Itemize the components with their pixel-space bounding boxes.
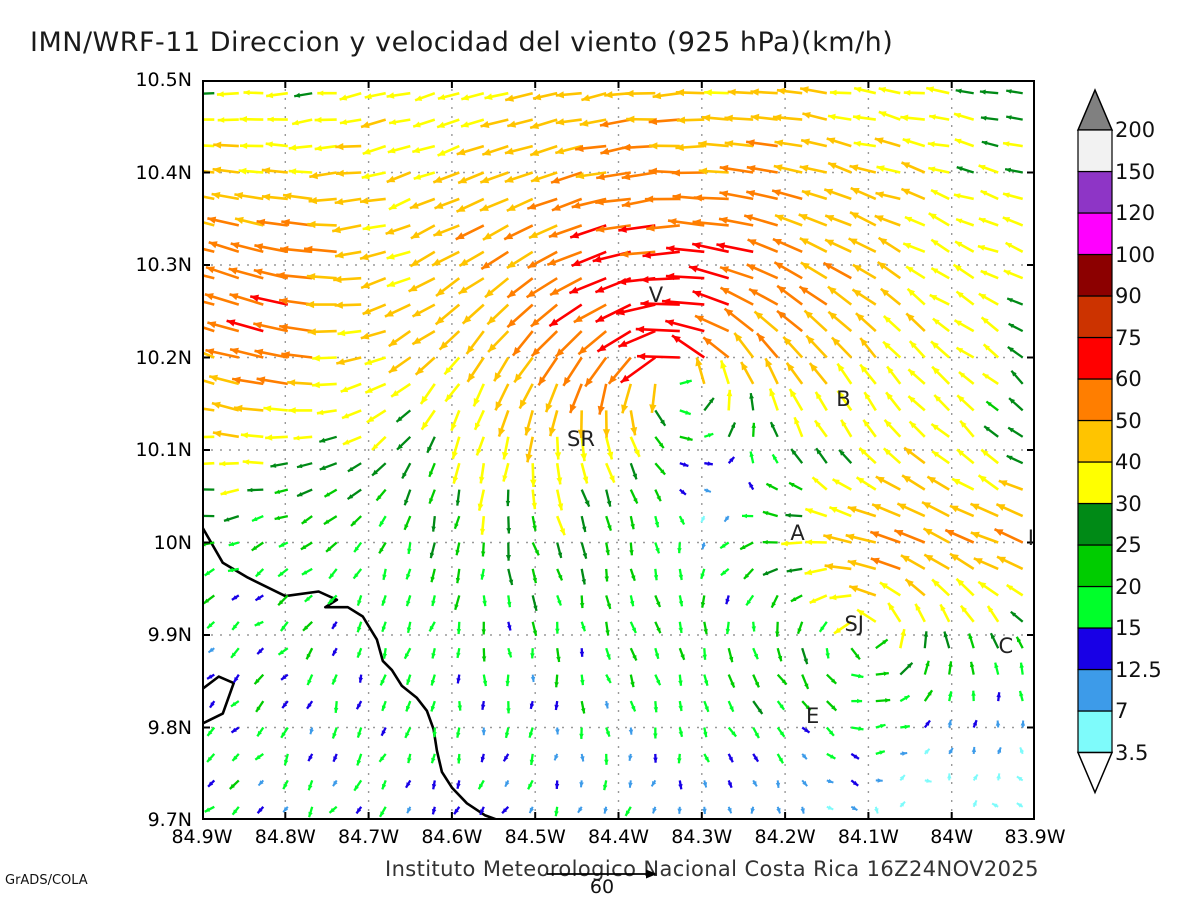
y-tick-label: 10.3N	[135, 254, 192, 276]
colorbar-tick-label: 3.5	[1115, 740, 1149, 765]
x-tick-label: 84.9W	[171, 826, 233, 848]
x-tick-label: 84.7W	[338, 826, 400, 848]
y-tick-label: 9.8N	[147, 716, 192, 739]
reference-vector	[547, 869, 657, 879]
colorbar-tick-label: 60	[1115, 367, 1142, 391]
y-tick-label: 10.5N	[135, 69, 192, 91]
page-title: IMN/WRF-11 Direccion y velocidad del vie…	[30, 27, 894, 58]
y-tick-label: 9.9N	[147, 624, 192, 646]
reference-vector-label: 60	[589, 876, 615, 898]
colorbar[interactable]: 3.5 7 12.5 15 20 25 30 40 50 60 75 90 100 120 150 200	[1075, 88, 1162, 795]
colorbar-tick-label: 25	[1115, 533, 1142, 557]
colorbar-tick-label: 20	[1115, 574, 1142, 599]
x-tick-label: 84.6W	[421, 826, 483, 848]
y-tick-label: 10.4N	[135, 161, 192, 184]
colorbar-tick-label: 12.5	[1115, 657, 1162, 682]
colorbar-tick-label: 75	[1115, 325, 1142, 350]
colorbar-tick-label: 40	[1115, 450, 1142, 474]
colorbar-tick-label: 200	[1115, 118, 1156, 142]
colorbar-tick-label: 120	[1115, 201, 1156, 225]
x-tick-label: 84.2W	[754, 826, 816, 848]
x-tick-label: 84W	[930, 826, 974, 848]
colorbar-tick-label: 30	[1115, 491, 1142, 516]
x-tick-label: 83.9W	[1004, 826, 1066, 848]
footer-grads: GrADS/COLA	[5, 873, 88, 888]
y-tick-label: 10.1N	[135, 439, 192, 461]
y-tick-label: 10N	[153, 531, 192, 554]
coastline-main	[202, 524, 500, 820]
x-tick-label: 84.8W	[254, 826, 316, 848]
colorbar-tick-label: 7	[1115, 699, 1129, 723]
footer-institute: Instituto Meteorologico Nacional Costa R…	[385, 857, 1039, 881]
x-tick-label: 84.3W	[671, 826, 733, 848]
wind-vector-layer	[202, 80, 1035, 820]
colorbar-tick-label: 90	[1115, 284, 1142, 308]
colorbar-swatches	[1076, 88, 1114, 795]
colorbar-tick-label: 150	[1115, 159, 1156, 184]
colorbar-tick-label: 15	[1115, 616, 1142, 640]
x-tick-label: 84.4W	[587, 826, 650, 848]
y-tick-label: 10.2N	[135, 346, 192, 369]
wind-field-plot[interactable]: 9.7N 9.8N 9.9N 10N 10.1N 10.2N 10.3N 10.4N 10.5N…	[135, 69, 1065, 848]
wind-vectors	[202, 86, 1026, 818]
x-tick-label: 84.5W	[504, 826, 566, 848]
y-tick-label: 9.7N	[147, 809, 192, 831]
plot-frame	[202, 80, 1035, 820]
colorbar-tick-label: 50	[1115, 408, 1142, 433]
x-tick-label: 84.1W	[837, 826, 899, 848]
colorbar-tick-label: 100	[1115, 242, 1156, 267]
